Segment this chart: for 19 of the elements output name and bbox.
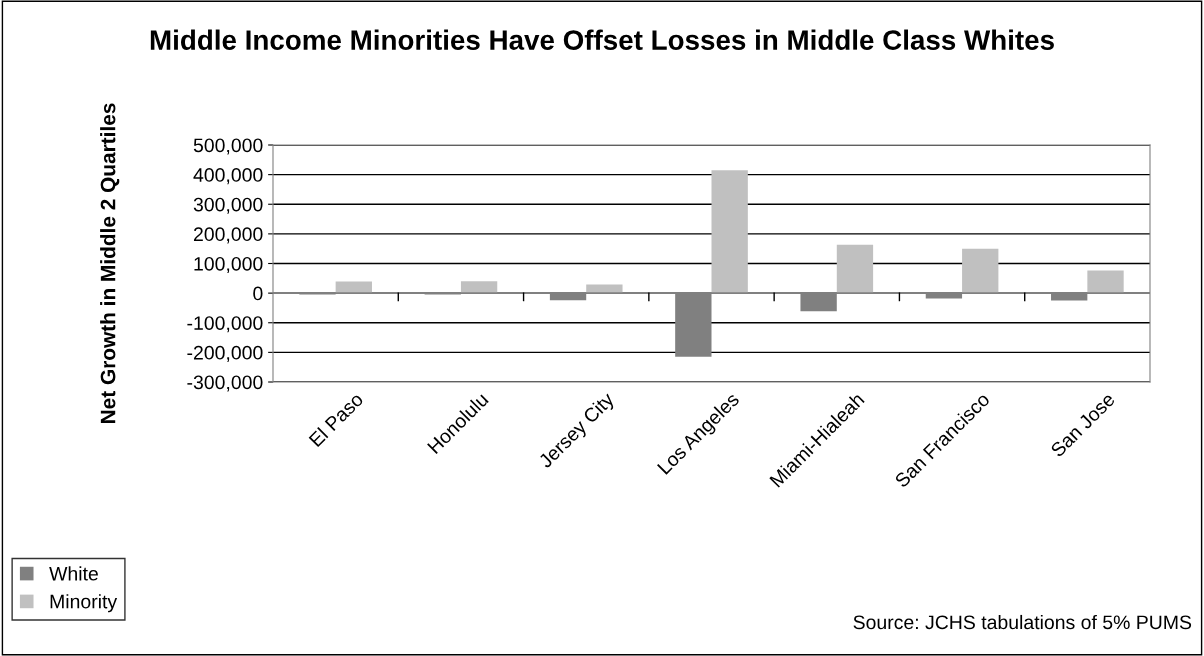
source-note: Source: JCHS tabulations of 5% PUMS — [853, 614, 1192, 630]
y-tick-label: 200,000 — [193, 227, 263, 244]
y-tick-label: 400,000 — [193, 168, 263, 185]
bar — [460, 281, 498, 294]
bar — [962, 248, 999, 294]
y-tick-label: 100,000 — [194, 256, 263, 274]
y-tick-label: 0 — [253, 286, 263, 301]
y-tick-label: -100,000 — [187, 316, 263, 333]
y-tick-label: -300,000 — [187, 375, 263, 392]
legend-label: Minority — [50, 594, 118, 613]
y-tick-label: -200,000 — [187, 345, 263, 362]
bar — [1087, 270, 1124, 294]
bar — [836, 244, 874, 294]
y-tick-label: 300,000 — [193, 197, 263, 214]
chart-title: Middle Income Minorities Have Offset Losses in Middle Class Whites — [150, 29, 1054, 50]
y-tick-label: 500,000 — [193, 138, 263, 155]
y-axis-title: Net Growth in Middle 2 Quartiles — [100, 103, 120, 423]
legend-label: White — [49, 566, 98, 581]
bar — [711, 170, 748, 294]
